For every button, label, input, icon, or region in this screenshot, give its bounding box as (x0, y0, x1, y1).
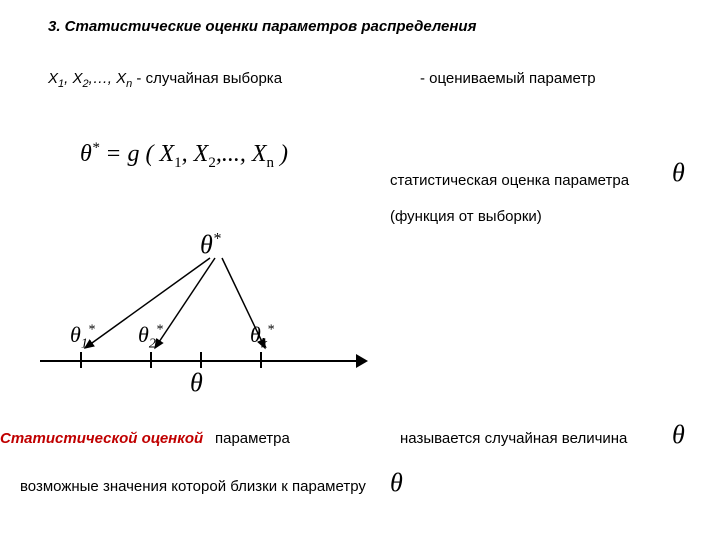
theta-symbol-tail: θ (390, 468, 403, 498)
estimator-formula: θ* = g ( X1, X2,..., Xn ) (80, 140, 288, 172)
theta1-star-label: θ1* (70, 322, 95, 352)
axis-tick (200, 352, 202, 368)
sample-vars: X1, X2,…, Xn (48, 70, 132, 87)
theta2-star-label: θ2* (138, 322, 163, 352)
theta-center-label: θ (190, 368, 203, 398)
definition-word-rest: называется случайная величина (400, 430, 627, 447)
sample-definition: X1, X2,…, Xn - случайная выборка (48, 70, 282, 90)
theta-symbol-bottom: θ (672, 420, 685, 450)
diagram-arrows (30, 230, 390, 390)
estimated-param-text: - оцениваемый параметр (420, 70, 596, 87)
term-highlight: Статистической оценкой (0, 430, 203, 447)
axis-tick (150, 352, 152, 368)
stat-estimate-label: статистическая оценка параметра (390, 172, 629, 189)
theta-symbol-right: θ (672, 158, 685, 188)
definition-term: Статистической оценкой (0, 430, 203, 447)
definition-tail: возможные значения которой близки к пара… (20, 478, 366, 495)
axis-tick (80, 352, 82, 368)
estimator-diagram: θ* θ1* θ2* θk* θ (30, 230, 390, 390)
section-heading: 3. Статистические оценки параметров расп… (48, 18, 476, 35)
definition-word-param: параметра (215, 430, 290, 447)
axis-tick (260, 352, 262, 368)
thetak-star-label: θk* (250, 322, 274, 352)
sample-text: - случайная выборка (132, 70, 282, 87)
axis-arrowhead (356, 354, 368, 368)
function-of-sample-label: (функция от выборки) (390, 208, 542, 225)
